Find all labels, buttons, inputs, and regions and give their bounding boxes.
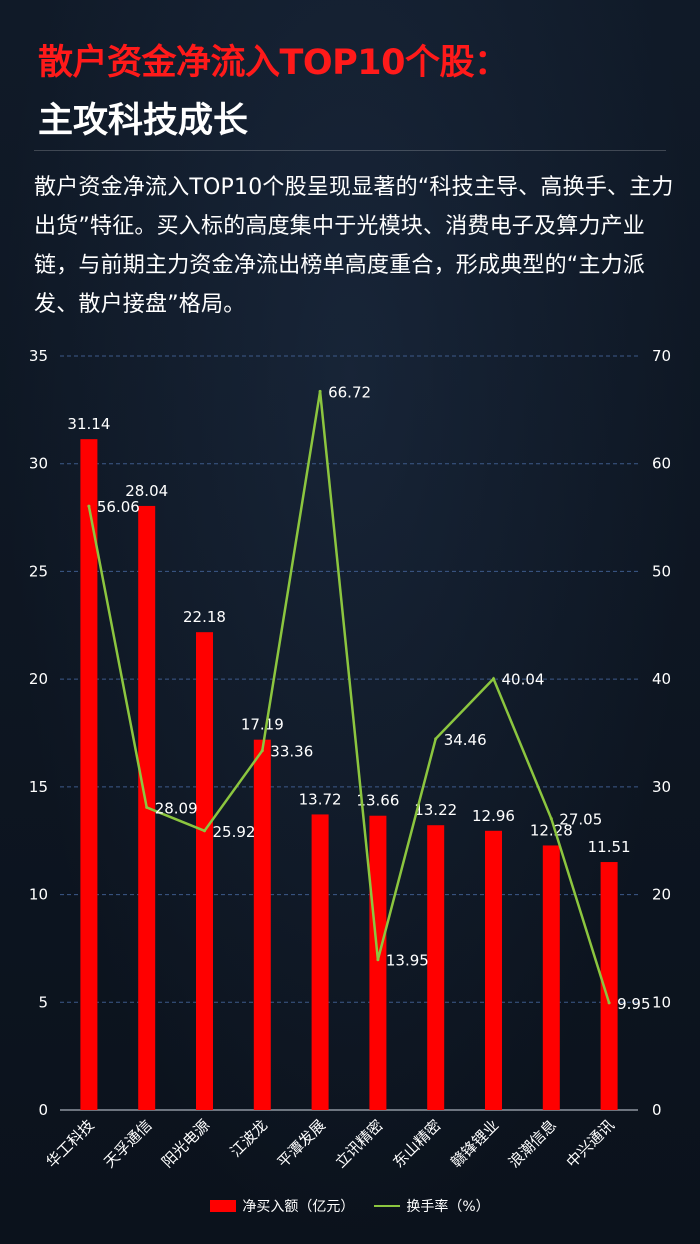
x-category-label: 中兴通讯 (563, 1116, 618, 1171)
bar (311, 814, 329, 1110)
bar (369, 815, 387, 1110)
bar-value-label: 13.72 (299, 790, 342, 808)
bar-value-label: 13.66 (356, 792, 399, 810)
line-point (145, 805, 149, 809)
line-point (260, 749, 264, 753)
y-right-tick-label: 70 (652, 347, 671, 365)
line-value-label: 25.92 (213, 823, 256, 841)
line-value-label: 27.05 (559, 811, 602, 829)
x-category-label: 天孚通信 (100, 1116, 155, 1171)
bar-value-label: 28.04 (125, 482, 168, 500)
y-left-tick-label: 10 (29, 886, 48, 904)
summary-text: 散户资金净流入TOP10个股呈现显著的“科技主导、高换手、主力出货”特征。买入标… (34, 175, 674, 317)
y-left-tick-label: 0 (38, 1101, 48, 1119)
line-value-label: 13.95 (386, 952, 429, 970)
bar-value-label: 12.28 (530, 821, 573, 839)
bar-value-label: 22.18 (183, 608, 226, 626)
x-category-label: 东山精密 (389, 1116, 444, 1171)
y-right-tick-label: 50 (652, 562, 671, 580)
y-left-tick-label: 20 (29, 670, 48, 688)
line-point (607, 1001, 611, 1005)
chart-legend: 净买入额（亿元） 换手率（%） (0, 1196, 700, 1216)
line-value-label: 56.06 (97, 498, 140, 516)
y-right-tick-label: 30 (652, 778, 671, 796)
series-line-turnover (87, 391, 611, 1004)
x-category-label: 华工科技 (43, 1116, 98, 1171)
legend-item-bar[interactable]: 净买入额（亿元） (210, 1196, 354, 1216)
bar-value-label: 17.19 (241, 716, 284, 734)
y-left-tick-label: 30 (29, 455, 48, 473)
line-value-label: 9.95 (617, 995, 650, 1013)
line-point (492, 677, 495, 681)
line-point (376, 958, 380, 962)
line-point (87, 504, 91, 508)
bar (80, 439, 98, 1111)
x-category-label: 立讯精密 (332, 1116, 387, 1171)
bar (253, 739, 271, 1110)
line-value-label: 66.72 (328, 383, 371, 401)
y-left-tick-label: 25 (29, 562, 48, 580)
y-right-tick-label: 0 (652, 1101, 662, 1119)
y-left-tick-label: 35 (29, 347, 48, 365)
line-value-label: 34.46 (444, 731, 487, 749)
line-point (434, 737, 438, 741)
line-value-label: 28.09 (155, 799, 198, 817)
line-point (549, 817, 553, 821)
y-right-tick-label: 40 (652, 670, 671, 688)
bar (427, 825, 445, 1110)
y-right-tick-label: 20 (652, 886, 671, 904)
bar (542, 845, 560, 1110)
bar-value-label: 13.22 (414, 801, 457, 819)
x-category-label: 浪潮信息 (505, 1116, 560, 1171)
legend-swatch-line (374, 1205, 401, 1207)
bar (600, 862, 618, 1110)
x-category-label: 赣锋锂业 (447, 1116, 502, 1171)
y-left-tick-label: 5 (38, 993, 48, 1011)
y-left-tick-label: 15 (29, 778, 48, 796)
y-right-tick-label: 10 (652, 993, 671, 1011)
bar (485, 830, 502, 1110)
x-category-label: 阳光电源 (158, 1116, 213, 1171)
bar (196, 632, 213, 1110)
legend-item-line[interactable]: 换手率（%） (374, 1196, 490, 1216)
page-subtitle: 主攻科技成长 (38, 101, 249, 141)
x-category-label: 平潭发展 (274, 1116, 329, 1171)
y-right-tick-label: 60 (652, 455, 671, 473)
page-title: 散户资金净流入TOP10个股： (38, 43, 509, 83)
line-value-label: 33.36 (270, 743, 313, 761)
title-divider (34, 150, 666, 151)
legend-label-bar: 净买入额（亿元） (242, 1199, 355, 1215)
line-value-label: 40.04 (502, 671, 545, 689)
bar-value-label: 12.96 (472, 807, 515, 825)
bar-value-label: 11.51 (588, 838, 631, 856)
bar-value-label: 31.14 (67, 415, 110, 433)
legend-swatch-bar (210, 1200, 237, 1212)
combo-chart: 0 5 10 15 20 25 30 35 0 10 20 30 40 50 60 70 31.14 28.04 2… (29, 347, 671, 1171)
line-point (318, 389, 322, 393)
x-category-label: 江波龙 (227, 1116, 272, 1161)
legend-label-line: 换手率（%） (406, 1199, 490, 1215)
line-point (203, 829, 206, 833)
